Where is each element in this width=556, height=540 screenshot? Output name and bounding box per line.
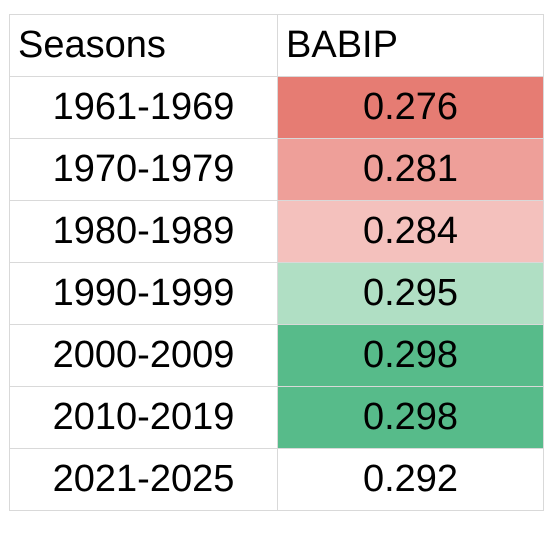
header-row: Seasons BABIP xyxy=(9,14,544,77)
babip-cell: 0.281 xyxy=(277,138,544,201)
column-header-seasons: Seasons xyxy=(9,14,278,77)
table-row: 2010-2019 0.298 xyxy=(9,386,544,449)
babip-cell: 0.284 xyxy=(277,200,544,263)
table-row: 1990-1999 0.295 xyxy=(9,262,544,325)
season-cell: 2021-2025 xyxy=(9,448,278,511)
season-cell: 2010-2019 xyxy=(9,386,278,449)
season-cell: 2000-2009 xyxy=(9,324,278,387)
season-cell: 1961-1969 xyxy=(9,76,278,139)
table-row: 1970-1979 0.281 xyxy=(9,138,544,201)
season-cell: 1990-1999 xyxy=(9,262,278,325)
babip-cell: 0.276 xyxy=(277,76,544,139)
babip-cell: 0.298 xyxy=(277,324,544,387)
babip-cell: 0.292 xyxy=(277,448,544,511)
table-row: 2000-2009 0.298 xyxy=(9,324,544,387)
babip-table: Seasons BABIP 1961-1969 0.276 1970-1979 … xyxy=(9,14,544,511)
table-row: 1961-1969 0.276 xyxy=(9,76,544,139)
season-cell: 1970-1979 xyxy=(9,138,278,201)
table-row: 2021-2025 0.292 xyxy=(9,448,544,511)
column-header-babip: BABIP xyxy=(277,14,544,77)
babip-cell: 0.295 xyxy=(277,262,544,325)
season-cell: 1980-1989 xyxy=(9,200,278,263)
table-row: 1980-1989 0.284 xyxy=(9,200,544,263)
babip-cell: 0.298 xyxy=(277,386,544,449)
